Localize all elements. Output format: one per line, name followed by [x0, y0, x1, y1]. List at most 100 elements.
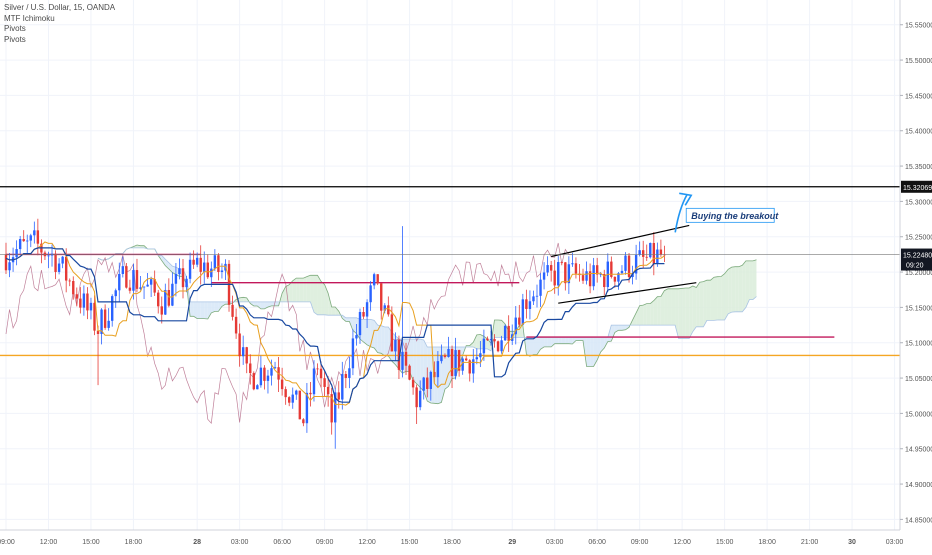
symbol-title[interactable]: Silver / U.S. Dollar, 15, OANDA: [4, 3, 116, 12]
cloud-segment: [296, 278, 300, 302]
candle: [514, 306, 517, 345]
candle: [79, 287, 82, 314]
cloud-segment: [657, 296, 661, 326]
candle-body: [334, 392, 337, 423]
cloud-segment: [335, 306, 339, 316]
cloud-segment: [568, 337, 573, 344]
candle: [273, 361, 277, 369]
cloud-segment: [710, 277, 714, 321]
candle-body: [195, 257, 199, 265]
candle: [518, 304, 521, 328]
candle-body: [475, 357, 479, 360]
candle-body: [564, 262, 567, 284]
candle-body: [26, 240, 29, 242]
cloud-segment: [352, 317, 357, 334]
arrow-shaft: [674, 193, 688, 233]
candle-body: [404, 351, 408, 366]
time-tick-label: 18:00: [443, 539, 461, 546]
cloud-segment: [625, 325, 630, 330]
candle: [288, 396, 291, 407]
candle-body: [213, 255, 217, 269]
current-price-bg: [901, 248, 932, 271]
time-tick-label: 06:00: [588, 539, 606, 546]
candle: [546, 256, 549, 277]
cloud-segment: [561, 337, 566, 344]
candle: [231, 295, 234, 321]
cloud-segment: [752, 259, 757, 300]
candle: [89, 297, 93, 320]
cloud-segment: [728, 267, 732, 314]
candle-body: [408, 365, 411, 380]
cloud-segment: [313, 275, 318, 315]
candle-body: [493, 339, 496, 342]
price-tick-label: 15.20000: [905, 270, 932, 277]
candle-body: [149, 279, 153, 285]
candle-body: [507, 325, 510, 341]
indicator-ichimoku[interactable]: MTF Ichimoku: [4, 13, 55, 23]
cloud-segment: [193, 301, 198, 319]
candle-body: [429, 371, 432, 389]
candle-body: [160, 306, 163, 315]
indicator-pivots-2[interactable]: Pivots: [4, 34, 26, 44]
candle: [234, 308, 238, 339]
candle-body: [355, 335, 358, 339]
candle: [372, 272, 376, 290]
indicator-pivots-1[interactable]: Pivots: [4, 24, 26, 33]
candle-body: [450, 348, 454, 376]
cloud-segment: [597, 337, 601, 360]
cloud-segment: [253, 301, 258, 306]
cloud-segment: [724, 269, 729, 321]
candle: [581, 268, 585, 284]
candle-body: [627, 255, 631, 278]
candle-body: [351, 338, 355, 369]
cloud-segment: [331, 306, 336, 316]
arrow-head: [679, 192, 693, 206]
candle: [436, 351, 440, 387]
cloud-segment: [161, 255, 166, 266]
candle-body: [206, 262, 209, 278]
cloud-segment: [604, 337, 608, 349]
candle-body: [249, 363, 252, 374]
candle: [603, 269, 606, 296]
cloud-segment: [586, 337, 591, 367]
candle: [454, 337, 457, 380]
candle-body: [652, 242, 656, 264]
candle: [302, 418, 305, 427]
candle-body: [96, 330, 100, 334]
cloud-segment: [165, 259, 169, 270]
candle-body: [231, 304, 234, 317]
candle-body: [613, 276, 617, 282]
candle: [72, 276, 75, 300]
candle: [305, 382, 309, 433]
candle-body: [316, 368, 319, 370]
chart-legend: Silver / U.S. Dollar, 15, OANDA MTF Ichi…: [4, 3, 115, 45]
candle-body: [220, 270, 224, 272]
candle-body: [185, 278, 188, 288]
candle-body: [581, 275, 585, 281]
candle: [118, 262, 121, 302]
candle-body: [518, 317, 521, 325]
candle: [659, 239, 663, 257]
cloud-segment: [278, 293, 283, 306]
candle-body: [500, 340, 503, 352]
candle-body: [153, 279, 156, 293]
candle: [422, 376, 425, 400]
candle: [312, 360, 316, 402]
candle-body: [372, 274, 376, 286]
price-tick-label: 14.85000: [905, 517, 932, 524]
candle-body: [546, 265, 549, 273]
candle: [415, 384, 418, 424]
time-tick-label: 21:00: [801, 539, 819, 546]
candle: [249, 354, 252, 385]
candle: [295, 389, 298, 400]
cloud-segment: [413, 339, 417, 384]
candle: [369, 281, 372, 311]
candle-body: [72, 281, 75, 295]
candle: [256, 384, 259, 390]
candle-body: [525, 299, 528, 309]
grid: [0, 0, 900, 530]
cloud-segment: [529, 337, 534, 357]
candle-body: [75, 294, 78, 299]
